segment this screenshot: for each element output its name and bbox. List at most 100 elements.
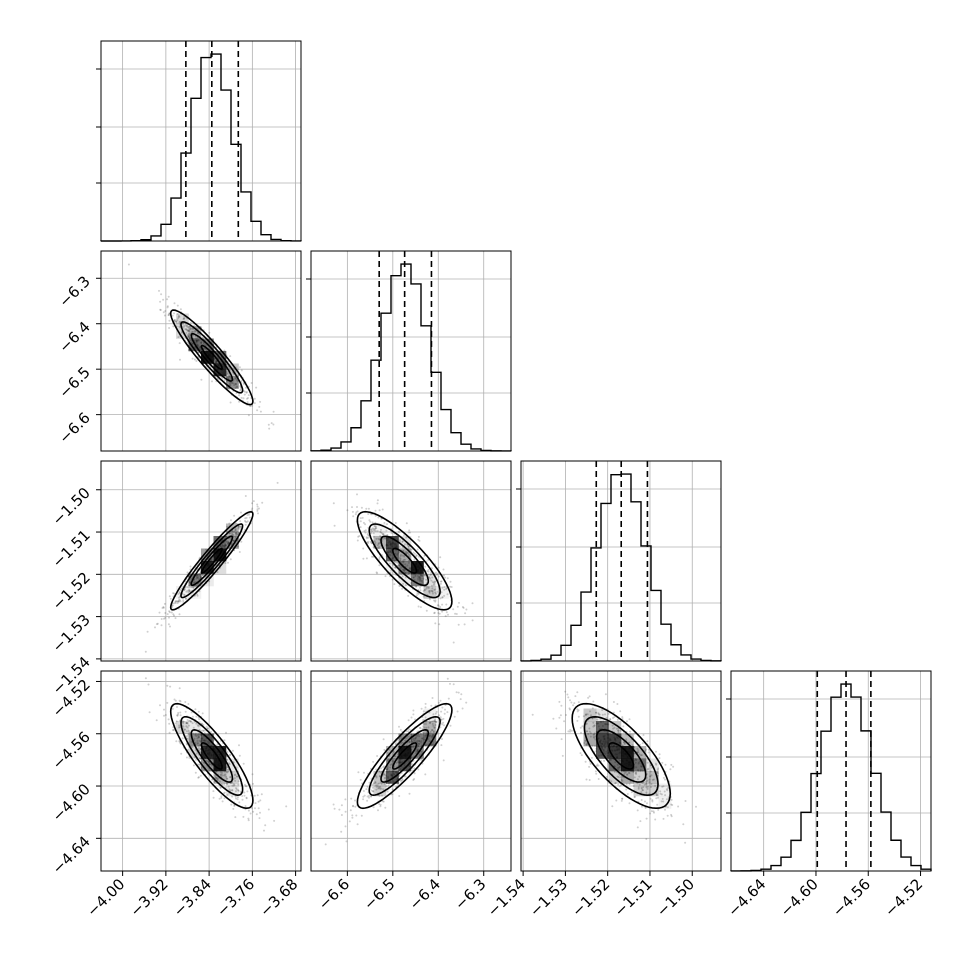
sample-point: [435, 721, 438, 724]
sample-point: [427, 559, 430, 561]
sample-point: [258, 817, 261, 820]
density-cell: [423, 721, 437, 734]
sample-point: [407, 594, 410, 597]
sample-point: [378, 803, 381, 805]
sample-point: [189, 328, 191, 331]
sample-point: [244, 523, 247, 526]
sample-point: [422, 731, 425, 734]
sample-point: [433, 582, 436, 585]
sample-point: [231, 789, 233, 792]
sample-point: [240, 511, 242, 514]
sample-point: [569, 708, 571, 711]
contour-line: [356, 510, 453, 611]
sample-point: [177, 600, 180, 603]
sample-point: [433, 719, 436, 722]
sample-point: [420, 707, 423, 710]
sample-point: [245, 386, 247, 389]
sample-point: [428, 590, 431, 592]
sample-point: [656, 768, 659, 771]
sample-point: [376, 544, 379, 547]
sample-point: [636, 809, 639, 812]
sample-point: [378, 538, 381, 541]
sample-point: [378, 770, 381, 773]
contour-line: [571, 702, 672, 810]
density-cell: [398, 758, 412, 772]
sample-point: [234, 816, 237, 819]
sample-point: [623, 772, 626, 775]
sample-point: [370, 530, 373, 533]
sample-point: [226, 372, 229, 375]
sample-point: [351, 506, 353, 509]
sample-point: [198, 763, 201, 766]
sample-point: [172, 729, 174, 731]
panel-frame: [730, 670, 932, 872]
sample-point: [645, 817, 648, 820]
sample-point: [256, 409, 259, 412]
sample-point: [246, 520, 249, 523]
sample-point: [187, 329, 190, 332]
sample-point: [379, 805, 382, 808]
sample-point: [395, 761, 398, 764]
sample-point: [173, 319, 176, 322]
sample-point: [164, 616, 167, 619]
sample-point: [616, 703, 619, 705]
sample-point: [417, 593, 420, 596]
x-tick-label: −1.50: [653, 875, 698, 920]
sample-point: [197, 776, 200, 779]
sample-point: [164, 714, 167, 716]
sample-point: [228, 374, 230, 376]
x-tick-label: −1.52: [568, 875, 613, 920]
sample-point: [182, 720, 184, 723]
sample-point: [605, 775, 608, 778]
sample-point: [378, 775, 381, 778]
sample-point: [258, 507, 260, 510]
sample-point: [380, 767, 383, 770]
sample-point: [585, 778, 588, 781]
sample-point: [368, 794, 370, 797]
sample-point: [197, 736, 200, 739]
panel-2-1: [127, 263, 275, 430]
sample-point: [169, 625, 171, 628]
sample-point: [231, 382, 234, 385]
sample-point: [162, 606, 165, 609]
sample-point: [229, 384, 232, 386]
sample-point: [433, 611, 436, 614]
sample-point: [185, 730, 188, 733]
panel-4-1: [144, 677, 288, 832]
sample-point: [382, 738, 385, 741]
sample-point: [223, 739, 226, 742]
sample-point: [584, 760, 587, 763]
sample-point: [682, 823, 685, 826]
sample-point: [238, 801, 241, 804]
sample-point: [226, 769, 229, 771]
sample-point: [371, 786, 374, 789]
sample-point: [664, 794, 667, 797]
sample-point: [174, 699, 177, 702]
sample-point: [228, 375, 231, 377]
sample-point: [226, 770, 229, 773]
sample-point: [176, 313, 179, 315]
sample-point: [631, 744, 634, 747]
sample-point: [378, 564, 381, 567]
sample-point: [381, 508, 384, 511]
sample-point: [372, 546, 375, 549]
sample-point: [178, 687, 181, 690]
sample-point: [181, 737, 184, 740]
sample-point: [253, 794, 256, 797]
sample-point: [340, 804, 343, 807]
sample-point: [184, 324, 187, 327]
sample-point: [618, 785, 621, 788]
sample-point: [235, 532, 238, 535]
sample-point: [186, 726, 189, 729]
sample-point: [259, 799, 262, 802]
sample-point: [189, 719, 192, 722]
sample-point: [446, 577, 449, 580]
sample-point: [592, 725, 595, 728]
sample-point: [179, 308, 182, 311]
contour-line: [368, 523, 441, 599]
sample-point: [237, 789, 240, 792]
sample-point: [186, 734, 189, 737]
sample-point: [394, 755, 397, 758]
sample-point: [386, 751, 389, 754]
